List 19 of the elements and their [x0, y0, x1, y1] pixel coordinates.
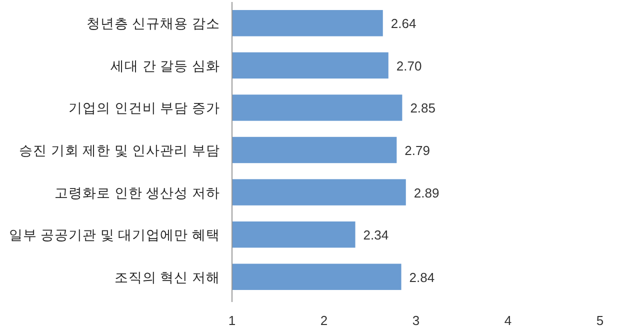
data-label: 2.85	[410, 100, 436, 116]
data-label: 2.34	[363, 228, 389, 243]
data-label: 2.70	[396, 58, 422, 74]
y-tick-label: 조직의 혁신 저해	[114, 270, 220, 285]
x-tick-label: 3	[412, 313, 420, 328]
x-tick-label: 4	[504, 313, 512, 328]
y-tick-label: 세대 간 갈등 심화	[110, 58, 220, 74]
y-tick-label: 청년층 신규채용 감소	[86, 16, 220, 32]
data-label: 2.89	[414, 185, 440, 200]
data-label: 2.84	[409, 270, 435, 285]
x-tick-label: 5	[596, 313, 604, 328]
y-tick-label: 일부 공공기관 및 대기업에만 혜택	[8, 228, 220, 243]
y-tick-label: 승진 기회 제한 및 인사관리 부담	[19, 143, 220, 158]
data-label: 2.64	[390, 16, 416, 32]
x-tick-label: 2	[320, 313, 328, 328]
y-tick-label: 기업의 인건비 부담 증가	[68, 100, 220, 116]
y-tick-label: 고령화로 인한 생산성 저하	[54, 185, 220, 200]
data-label: 2.79	[404, 143, 430, 158]
x-tick-label: 1	[228, 313, 236, 328]
